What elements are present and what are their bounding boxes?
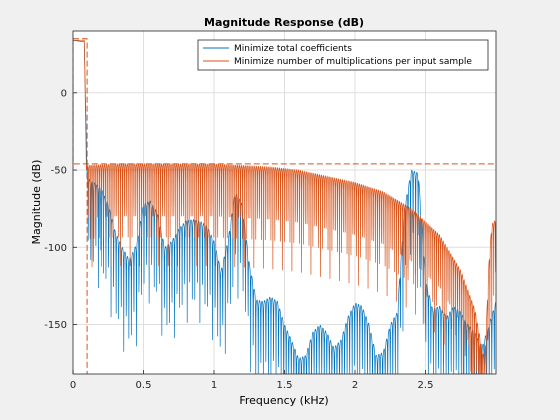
y-axis-label: Magnitude (dB) [30, 160, 43, 245]
y-tick-label: -100 [44, 243, 67, 254]
spec-mask-layer [73, 38, 496, 374]
legend-label-series-2: Minimize number of multiplications per i… [234, 57, 472, 67]
x-tick-label: 2 [352, 380, 358, 391]
legend-box [197, 39, 489, 71]
y-tick-labels: 0 -50 -100 -150 [44, 88, 77, 331]
series-layer [73, 39, 496, 374]
x-tick-label: 2.5 [418, 380, 434, 391]
chart-title: Magnitude Response (dB) [204, 16, 364, 29]
x-tick-label: 0 [70, 380, 76, 391]
spec-mask-line [73, 38, 496, 165]
y-tick-label: -50 [51, 166, 67, 177]
y-tick-label: 0 [61, 88, 67, 99]
series-line-2 [73, 39, 496, 374]
x-tick-label: 1.5 [277, 380, 293, 391]
x-tick-labels: 0 0.5 1 1.5 2 2.5 [70, 370, 434, 391]
x-tick-label: 1 [211, 380, 217, 391]
legend-label-series-1: Minimize total coefficients [234, 44, 352, 54]
y-tick-label: -150 [44, 320, 67, 331]
legend[interactable]: Minimize total coefficients Minimize num… [197, 39, 489, 71]
x-tick-label: 0.5 [136, 380, 152, 391]
x-axis-label: Frequency (kHz) [239, 394, 328, 407]
